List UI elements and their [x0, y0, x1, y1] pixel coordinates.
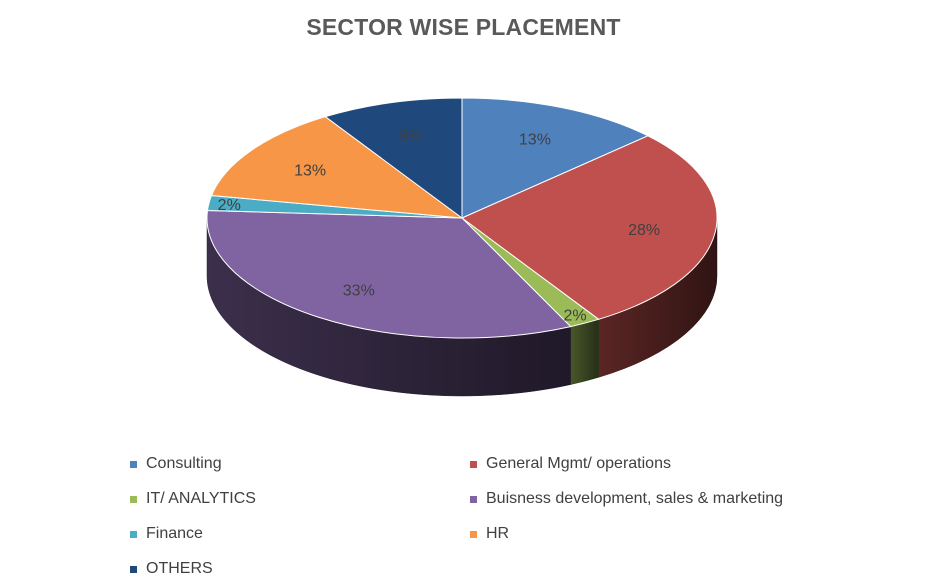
- data-label-others: 9%: [399, 128, 422, 145]
- legend-item-general-mgmt-operations: General Mgmt/ operations: [470, 455, 671, 473]
- legend-label: Consulting: [146, 455, 222, 472]
- data-label-buisness-development-sales-marketing: 33%: [343, 282, 375, 299]
- pie-slice-consulting: [461, 97, 650, 219]
- legend-swatch: [470, 530, 477, 538]
- legend-label: Finance: [146, 525, 203, 542]
- pie-sides: [206, 217, 718, 397]
- legend-swatch: [130, 495, 137, 503]
- legend-item-finance: Finance: [130, 525, 203, 543]
- chart-title: SECTOR WISE PLACEMENT: [306, 14, 621, 40]
- data-label-general-mgmt-operations: 28%: [628, 222, 660, 239]
- legend-item-buisness-development-sales-marketing: Buisness development, sales & marketing: [470, 490, 783, 508]
- legend-item-others: OTHERS: [130, 560, 213, 578]
- pie-slice-hr: [210, 116, 464, 219]
- pie-top: [206, 97, 718, 339]
- legend-swatch: [130, 530, 137, 538]
- data-label-consulting: 13%: [519, 132, 551, 149]
- legend-item-it-analytics: IT/ ANALYTICS: [130, 490, 256, 508]
- pie-labels: 13% 28% 2% 33% 2% 13% 9%: [218, 128, 660, 325]
- pie-side-shade-general-mgmt-operations: [598, 218, 717, 378]
- pie-side-shade-it-analytics: [570, 319, 599, 385]
- legend-label: HR: [486, 525, 510, 542]
- legend-swatch: [470, 495, 477, 503]
- legend-swatch: [470, 460, 477, 468]
- data-label-hr: 13%: [294, 162, 326, 179]
- legend-item-hr: HR: [470, 525, 509, 543]
- legend-label: OTHERS: [146, 560, 213, 577]
- pie-slice-buisness-development-sales-marketing: [206, 209, 572, 339]
- legend-label: Buisness development, sales & marketing: [486, 490, 784, 507]
- data-label-finance: 2%: [218, 197, 241, 214]
- legend-swatch: [130, 565, 137, 573]
- data-label-it-analytics: 2%: [563, 308, 586, 325]
- legend-item-consulting: Consulting: [130, 455, 222, 473]
- legend-label: General Mgmt/ operations: [486, 455, 671, 472]
- legend-swatch: [130, 460, 137, 468]
- pie-chart: 13% 28% 2% 33% 2% 13% 9%: [206, 97, 718, 397]
- pie-side-shade-buisness-development-sales-marketing: [207, 218, 571, 397]
- pie-slice-others: [324, 97, 463, 219]
- legend-label: IT/ ANALYTICS: [146, 490, 256, 507]
- pie-slice-general-mgmt-operations: [461, 135, 718, 320]
